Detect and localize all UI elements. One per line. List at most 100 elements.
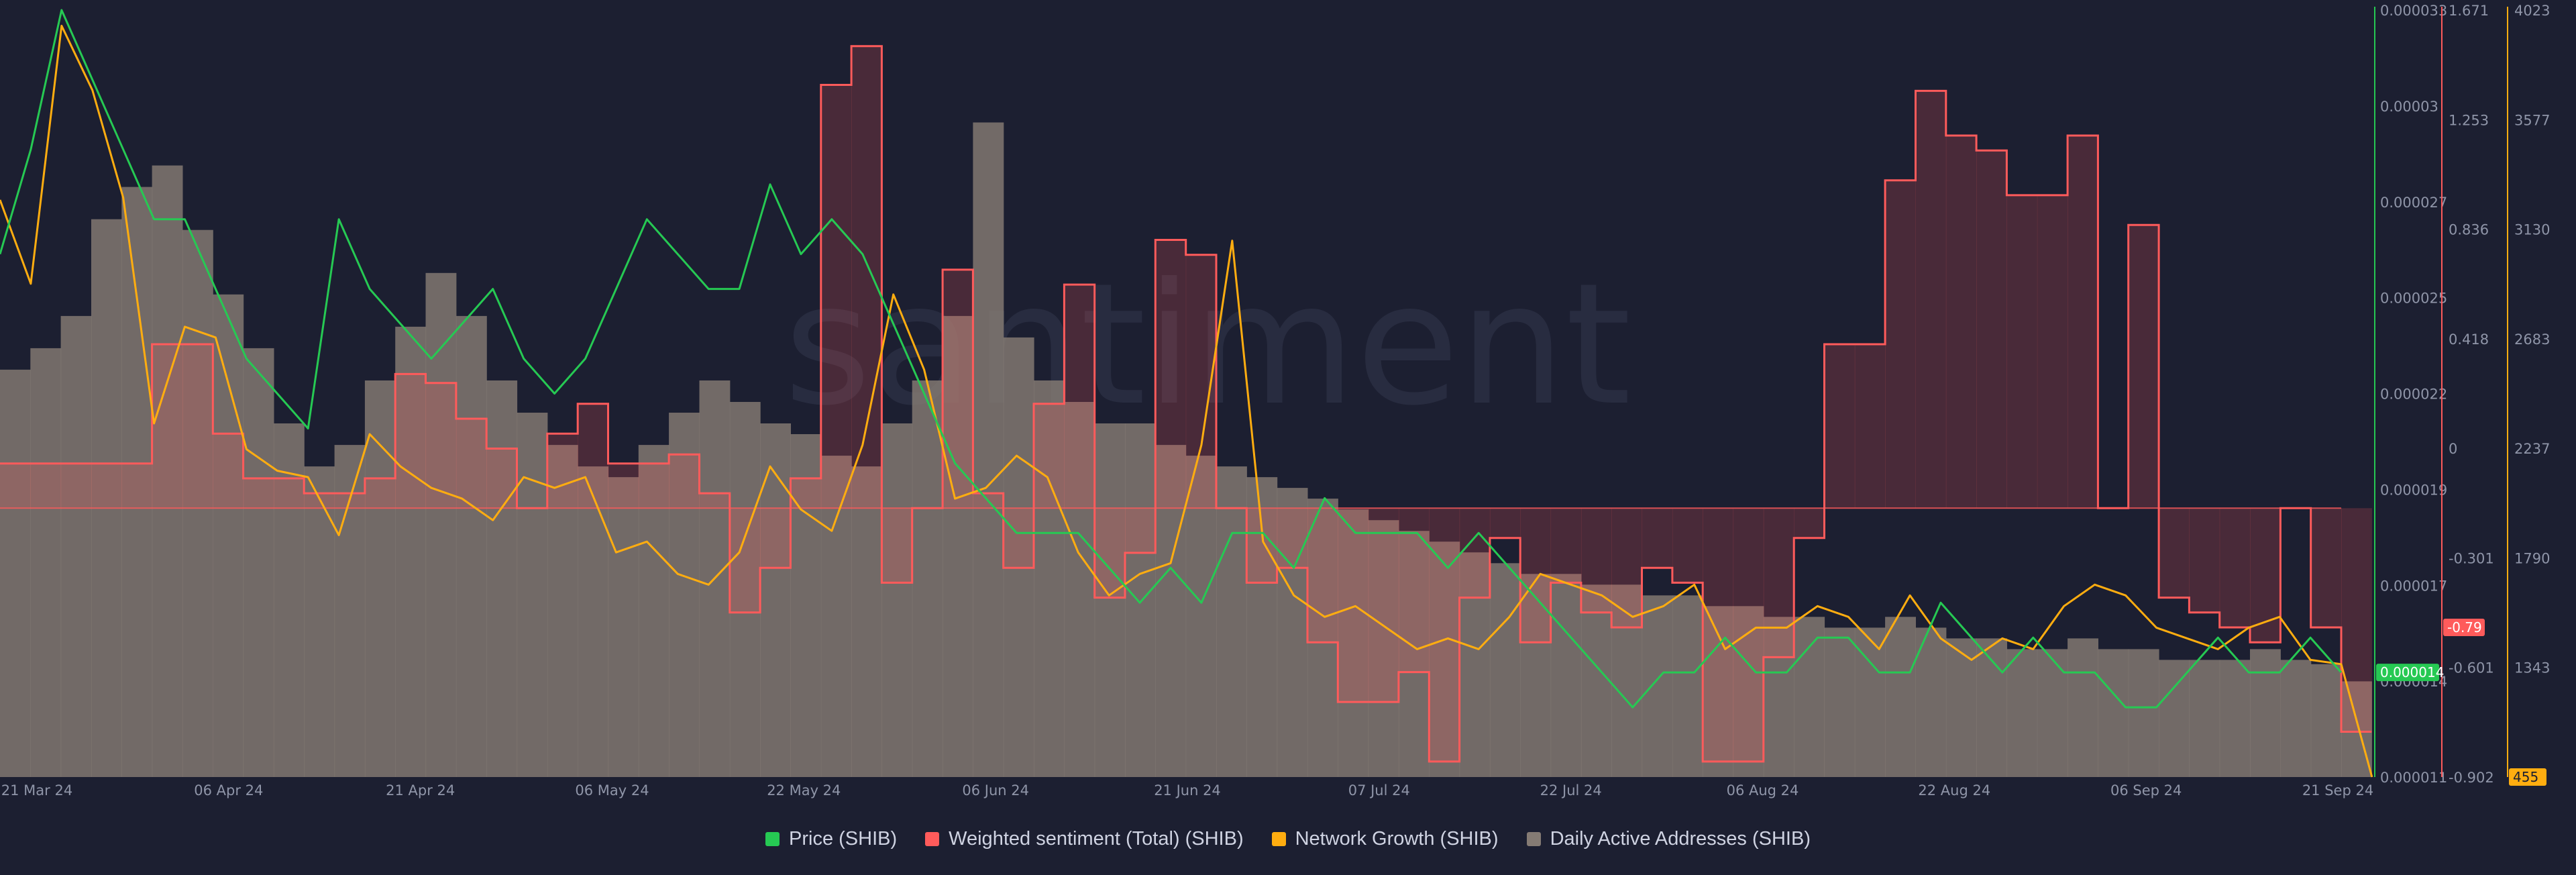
active-addresses-bar bbox=[2128, 649, 2159, 777]
sentiment-area-segment bbox=[729, 508, 761, 613]
sentiment-area-segment bbox=[60, 463, 92, 509]
active-addresses-bar bbox=[1094, 423, 1126, 777]
sentiment-current-badge bbox=[2443, 619, 2485, 636]
active-addresses-bar bbox=[729, 402, 761, 777]
price-tick-label: 0.000019 bbox=[2380, 482, 2447, 498]
legend-item[interactable]: Price (SHIB) bbox=[765, 828, 897, 850]
active-addresses-bar bbox=[455, 315, 487, 777]
sentiment-tick-label: 1.671 bbox=[2449, 3, 2489, 19]
active-addresses-bar bbox=[973, 122, 1004, 777]
sentiment-area-segment bbox=[152, 344, 183, 509]
sentiment-tick-label: -0.601 bbox=[2449, 660, 2494, 676]
sentiment-area-segment bbox=[851, 46, 882, 509]
price-current-badge bbox=[2376, 664, 2439, 682]
network_growth-current-badge bbox=[2509, 768, 2546, 786]
sentiment-area-segment bbox=[1185, 254, 1217, 509]
sentiment-area-segment bbox=[1368, 508, 1399, 702]
active-addresses-bar bbox=[790, 434, 822, 777]
sentiment-area-segment bbox=[121, 463, 153, 509]
active-addresses-bar bbox=[578, 466, 609, 777]
active-addresses-bar bbox=[486, 380, 518, 777]
sentiment-area-segment bbox=[1155, 240, 1187, 509]
active-addresses-bar bbox=[1824, 627, 1856, 777]
sentiment-area-segment bbox=[1307, 508, 1338, 643]
active-addresses-bar bbox=[1854, 627, 1886, 777]
active-addresses-bar bbox=[1642, 595, 1673, 777]
sentiment-area-segment bbox=[30, 463, 62, 509]
active-addresses-bar bbox=[1672, 595, 1703, 777]
active-addresses-bar bbox=[1733, 606, 1764, 777]
legend-item[interactable]: Daily Active Addresses (SHIB) bbox=[1526, 828, 1811, 850]
sentiment-area-segment bbox=[1489, 508, 1521, 538]
active-addresses-bar bbox=[1277, 488, 1308, 777]
price-tick-label: 0.000025 bbox=[2380, 291, 2447, 307]
sentiment-area-segment bbox=[273, 478, 305, 509]
active-addresses-bar bbox=[121, 187, 153, 778]
sentiment-area-segment bbox=[1003, 508, 1034, 568]
active-addresses-bar bbox=[1125, 423, 1156, 777]
sentiment-area-segment bbox=[2159, 508, 2190, 598]
sentiment-area-segment bbox=[486, 448, 518, 509]
sentiment-tick-label: 0 bbox=[2449, 441, 2457, 457]
sentiment-area-segment bbox=[1550, 508, 1582, 583]
sentiment-area-segment bbox=[547, 433, 578, 509]
active-addresses-bar bbox=[1611, 584, 1643, 777]
active-addresses-bar bbox=[2219, 660, 2251, 777]
active-addresses-bar bbox=[1550, 574, 1582, 777]
sentiment-area-segment bbox=[395, 374, 427, 509]
active-addresses-bar bbox=[638, 445, 669, 777]
active-addresses-bar bbox=[2037, 649, 2068, 777]
x-tick-label: 21 Mar 24 bbox=[1, 782, 72, 799]
active-addresses-bar bbox=[1064, 402, 1095, 777]
x-tick-label: 21 Apr 24 bbox=[386, 782, 455, 799]
sentiment-area-segment bbox=[1824, 344, 1856, 509]
active-addresses-bar bbox=[1885, 617, 1916, 777]
sentiment-tick-label: 0.418 bbox=[2449, 331, 2489, 348]
x-tick-label: 06 May 24 bbox=[575, 782, 649, 799]
sentiment-area-segment bbox=[91, 463, 122, 509]
sentiment-area-segment bbox=[760, 508, 791, 568]
sentiment-area-segment bbox=[2128, 225, 2159, 509]
sentiment-area-segment bbox=[1277, 508, 1308, 568]
sentiment-area-segment bbox=[1611, 508, 1643, 627]
x-tick-label: 06 Aug 24 bbox=[1727, 782, 1799, 799]
active-addresses-bar bbox=[243, 348, 274, 777]
active-addresses-bar bbox=[2310, 664, 2342, 777]
sentiment-area-segment bbox=[881, 508, 913, 583]
axes: 0.000033 0.00003 0.000027 0.000025 0.000022 0… bbox=[2374, 3, 2550, 786]
sentiment-tick-label: -0.902 bbox=[2449, 770, 2494, 786]
sentiment-area-segment bbox=[699, 493, 731, 509]
active-addresses-bar bbox=[395, 326, 427, 777]
x-tick-label: 07 Jul 24 bbox=[1348, 782, 1410, 799]
price-tick-label: 0.00003 bbox=[2380, 99, 2438, 115]
sentiment-area-segment bbox=[1338, 508, 1369, 702]
sentiment-area-segment bbox=[2068, 136, 2098, 509]
sentiment-area-segment bbox=[608, 463, 639, 509]
network_growth-tick-label: 2683 bbox=[2514, 331, 2550, 348]
active-addresses-bar bbox=[1580, 584, 1612, 777]
sentiment-area-segment bbox=[2250, 508, 2281, 643]
active-addresses-bar bbox=[1489, 563, 1521, 777]
series-lines bbox=[0, 9, 2373, 778]
sentiment-area-segment bbox=[364, 478, 396, 509]
sentiment-line bbox=[0, 45, 2372, 763]
x-axis-ticks: 21 Mar 24 06 Apr 24 21 Apr 24 06 May 24 22 M… bbox=[1, 782, 2373, 799]
sentiment-area-segment bbox=[1246, 508, 1278, 583]
active-addresses-bar bbox=[1763, 617, 1794, 777]
x-tick-label: 06 Sep 24 bbox=[2110, 782, 2182, 799]
active-addresses-bar bbox=[304, 466, 335, 777]
network_growth-tick-label: 3577 bbox=[2514, 112, 2550, 128]
active-addresses-bar bbox=[547, 445, 578, 777]
network_growth-current-label: 455 bbox=[2513, 769, 2538, 785]
active-addresses-bar bbox=[2189, 660, 2220, 777]
legend-item[interactable]: Weighted sentiment (Total) (SHIB) bbox=[925, 828, 1244, 850]
sentiment-area-segment bbox=[669, 454, 700, 509]
legend-swatch bbox=[925, 831, 940, 846]
x-tick-label: 21 Sep 24 bbox=[2302, 782, 2373, 799]
active-addresses-bar bbox=[851, 466, 882, 777]
legend-item[interactable]: Network Growth (SHIB) bbox=[1271, 828, 1499, 850]
active-addresses-bar bbox=[1003, 337, 1034, 777]
active-addresses-bar bbox=[1368, 520, 1399, 777]
